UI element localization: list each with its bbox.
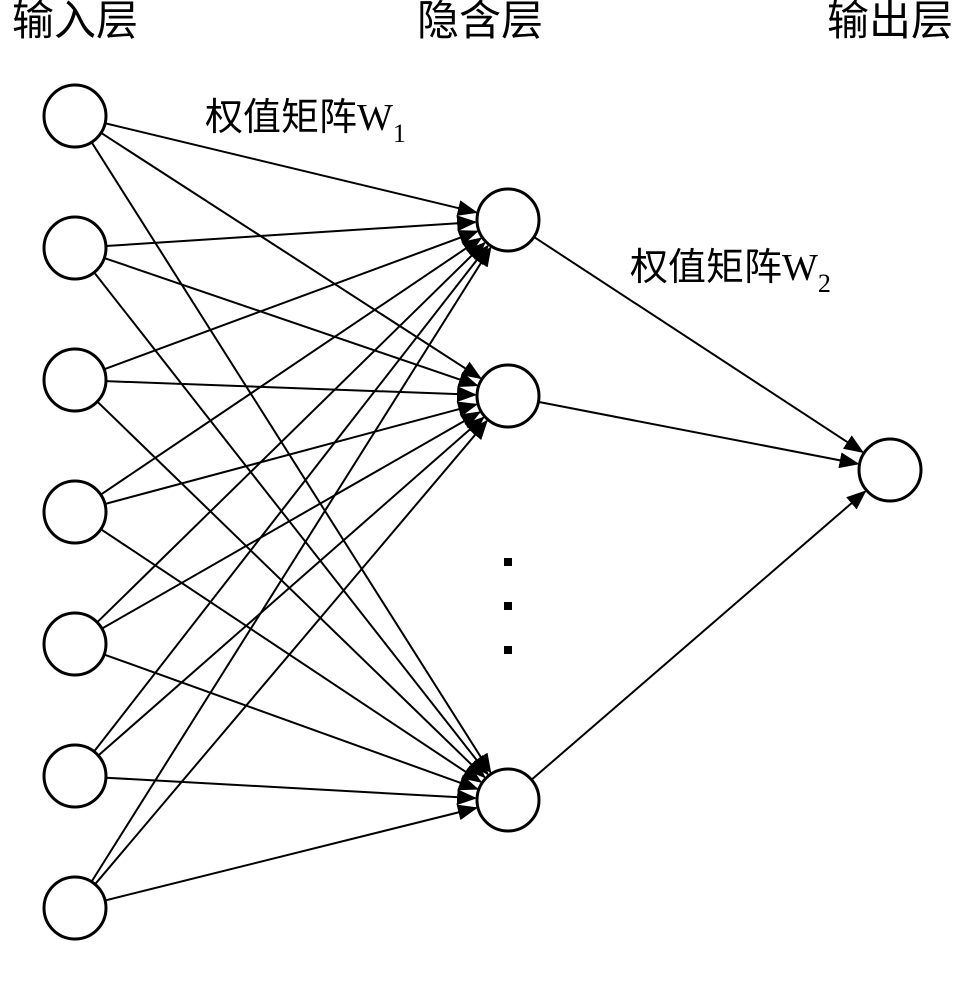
edges (92, 123, 866, 900)
edge (98, 418, 483, 756)
edge (531, 492, 865, 780)
input-node-0 (44, 85, 106, 147)
output-layer-label: 输出层 (827, 0, 953, 45)
hidden-node-2 (477, 769, 539, 831)
weight-label-w2: 权值矩阵W2 (630, 247, 831, 298)
input-node-3 (44, 481, 106, 543)
input-node-2 (44, 349, 106, 411)
ellipsis-dot (504, 646, 512, 654)
neural-network-diagram: 输入层 隐含层 输出层权值矩阵W1 权值矩阵W2 (0, 0, 959, 1000)
input-node-5 (44, 745, 106, 807)
ellipsis-dot (504, 558, 512, 566)
ellipsis-dot (504, 602, 512, 610)
edge (104, 655, 477, 789)
edge (105, 808, 476, 901)
input-layer-label: 输入层 (12, 0, 138, 45)
edge (92, 248, 491, 882)
input-node-4 (44, 613, 106, 675)
output-node-0 (859, 439, 921, 501)
input-node-1 (44, 217, 106, 279)
edge (101, 133, 480, 378)
diagram-svg: 输入层 隐含层 输出层权值矩阵W1 权值矩阵W2 (0, 0, 959, 1000)
nodes (44, 85, 921, 939)
hidden-node-0 (477, 189, 539, 251)
input-node-6 (44, 877, 106, 939)
edge (102, 412, 479, 628)
hidden-layer-label: 隐含层 (417, 0, 543, 45)
edge (106, 778, 475, 798)
edge (538, 402, 857, 464)
hidden-node-1 (477, 365, 539, 427)
edge (106, 381, 475, 395)
edge (106, 222, 475, 246)
weight-label-w1: 权值矩阵W1 (205, 97, 406, 148)
